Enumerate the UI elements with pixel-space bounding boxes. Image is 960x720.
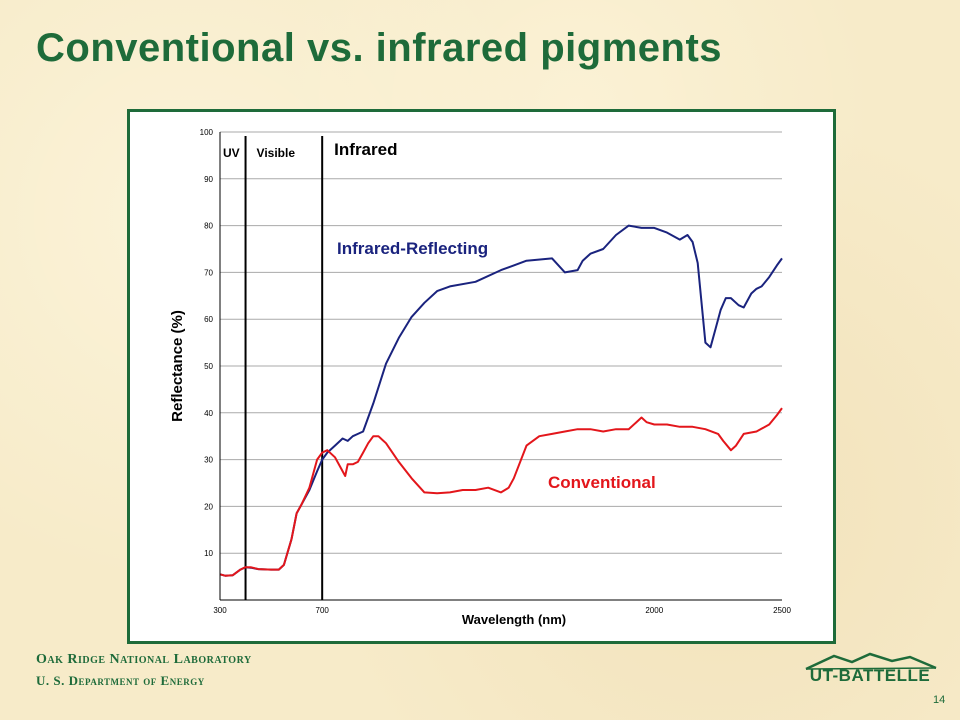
logo-text: UT-BATTELLE	[809, 666, 931, 685]
region-layer: UV Visible Infrared	[223, 136, 397, 600]
y-tick-label: 80	[204, 222, 213, 231]
footer-department: U. S. Department of Energy	[36, 673, 205, 688]
page-number: 14	[933, 694, 946, 706]
y-tick-label: 20	[204, 502, 213, 511]
x-axis-label: Wavelength (nm)	[462, 612, 566, 627]
grid-layer	[220, 131, 782, 554]
series-layer	[219, 224, 783, 577]
y-tick-label: 90	[204, 175, 213, 184]
slide-title: Conventional vs. infrared pigments	[36, 26, 723, 70]
y-tick-label: 70	[204, 268, 213, 277]
reflectance-chart: UV Visible Infrared 10 20 30 40 50 60 70 80 90 100 3…	[169, 128, 792, 627]
x-tick-label: 700	[316, 606, 330, 615]
axis-layer: 10 20 30 40 50 60 70 80 90 100 300 700 2000 2500	[200, 128, 792, 615]
series-label-infrared-reflecting: Infrared-Reflecting	[337, 239, 488, 258]
y-tick-label: 50	[204, 362, 213, 371]
x-tick-label: 2500	[773, 606, 791, 615]
series-line-infrared-reflecting	[219, 224, 783, 577]
y-tick-label: 40	[204, 409, 213, 418]
region-label-uv: UV	[223, 146, 240, 160]
y-tick-label: 30	[204, 456, 213, 465]
chart-frame: UV Visible Infrared 10 20 30 40 50 60 70 80 90 100 3…	[127, 109, 836, 644]
y-tick-label: 60	[204, 315, 213, 324]
series-label-conventional: Conventional	[548, 473, 656, 492]
ut-battelle-logo: UT-BATTELLE	[800, 652, 940, 692]
region-label-visible: Visible	[257, 146, 296, 160]
region-label-infrared: Infrared	[334, 140, 397, 159]
y-axis-label: Reflectance (%)	[169, 310, 186, 422]
x-tick-label: 300	[213, 606, 227, 615]
footer-organization: Oak Ridge National Laboratory	[36, 652, 252, 667]
y-tick-label: 10	[204, 549, 213, 558]
y-tick-label: 100	[200, 128, 214, 137]
x-tick-label: 2000	[645, 606, 663, 615]
logo-mountain-icon	[805, 652, 937, 671]
series-line-conventional	[219, 407, 783, 577]
